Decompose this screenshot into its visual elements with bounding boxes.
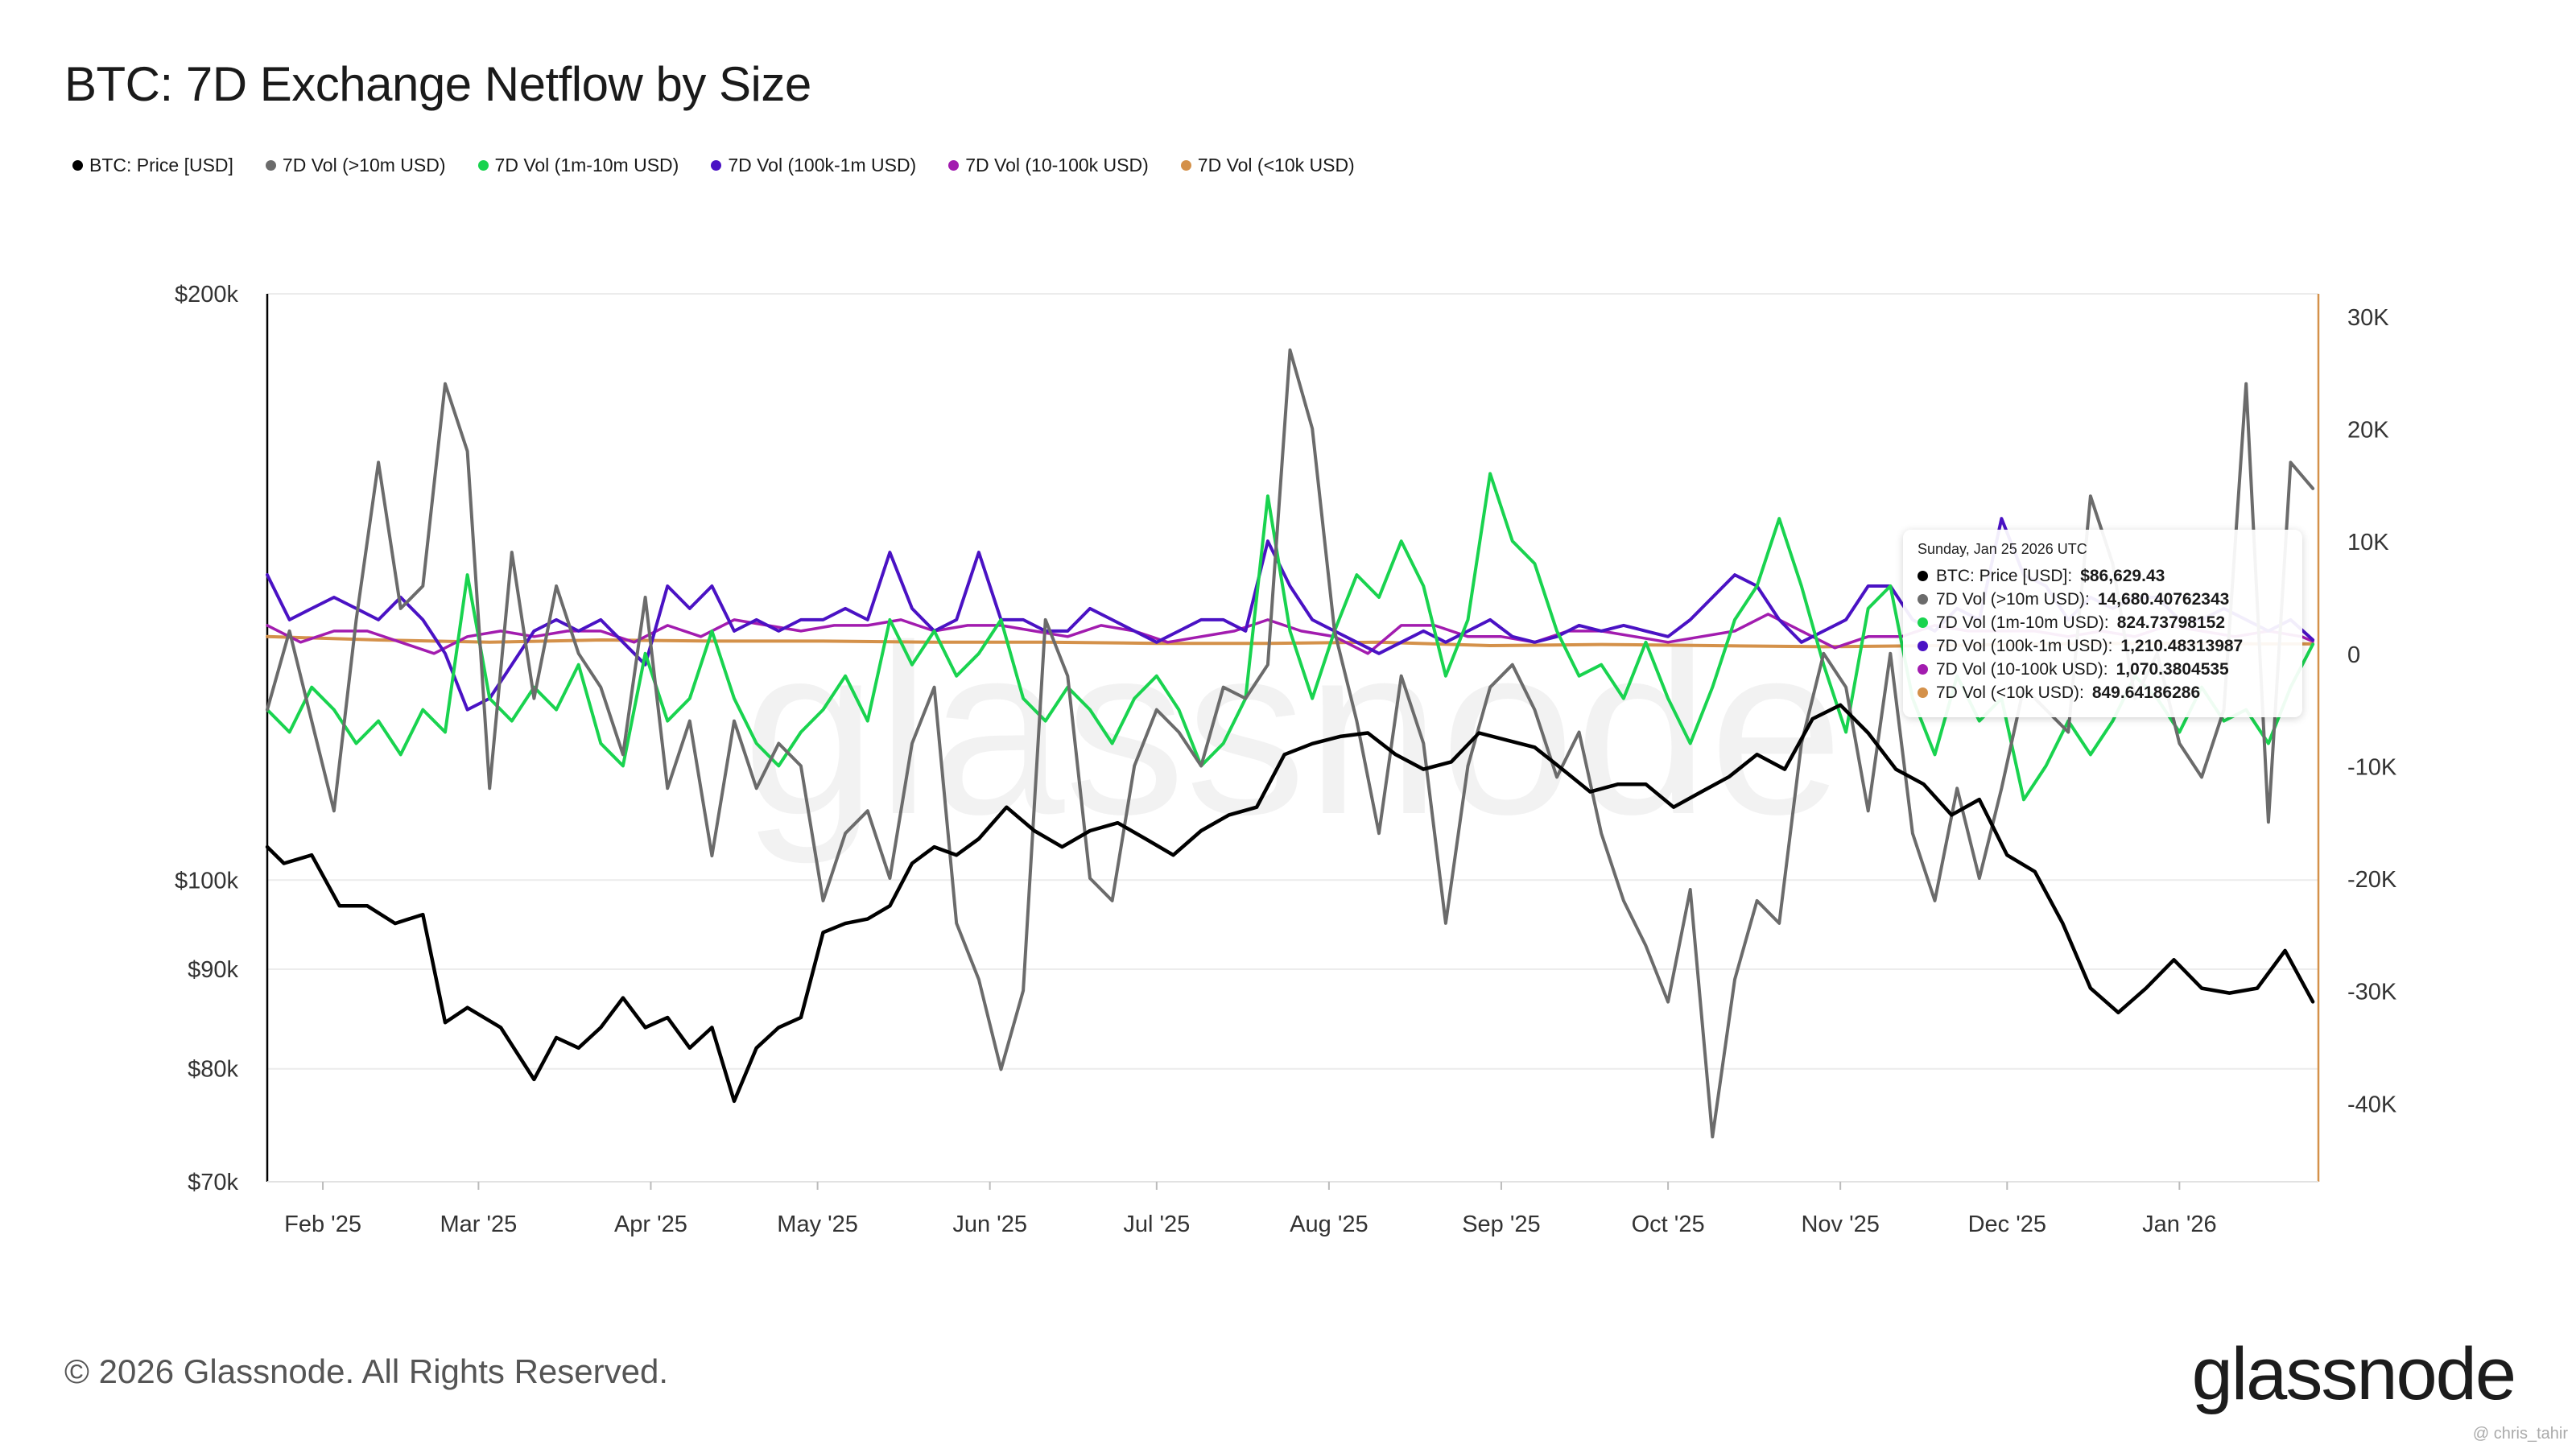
legend-item-vol-lt-10k[interactable]: 7D Vol (<10k USD): [1180, 155, 1355, 176]
tooltip-label: 7D Vol (100k-1m USD):: [1936, 637, 2113, 655]
x-tick-label: Sep '25: [1462, 1212, 1540, 1237]
x-tick-label: Mar '25: [440, 1212, 517, 1237]
y-tick-label-left: $90k: [188, 957, 238, 983]
tooltip-dot-icon: [1918, 594, 1928, 605]
tooltip-dot-icon: [1918, 687, 1928, 698]
tooltip-value: 824.73798152: [2116, 613, 2226, 632]
tooltip-label: 7D Vol (1m-10m USD):: [1936, 613, 2109, 632]
legend-dot-icon: [711, 160, 722, 171]
tooltip-dot-icon: [1918, 641, 1928, 651]
tooltip-row: 7D Vol (100k-1m USD): 1,210.48313987: [1918, 634, 2288, 658]
y-tick-label-left: $80k: [188, 1057, 238, 1083]
legend-dot-icon: [265, 160, 276, 171]
y-tick-label-left: $100k: [175, 868, 239, 894]
x-tick-label: Apr '25: [614, 1212, 687, 1237]
y-tick-label-left: $70k: [188, 1170, 238, 1195]
y-tick-label-right: -40K: [2347, 1092, 2397, 1117]
legend-dot-icon: [1180, 160, 1191, 171]
legend-label: 7D Vol (>10m USD): [282, 155, 446, 175]
tooltip-dot-icon: [1918, 664, 1928, 675]
tooltip-dot-icon: [1918, 617, 1928, 628]
x-tick-label: Nov '25: [1801, 1212, 1879, 1237]
tooltip-label: 7D Vol (>10m USD):: [1936, 590, 2090, 609]
y-tick-label-right: -20K: [2347, 867, 2397, 893]
tooltip-date: Sunday, Jan 25 2026 UTC: [1918, 541, 2087, 557]
x-tick-label: Jul '25: [1123, 1212, 1190, 1237]
tooltip-value: 14,680.40762343: [2097, 590, 2230, 609]
tooltip-label: 7D Vol (<10k USD):: [1936, 683, 2084, 702]
tooltip-row: 7D Vol (10-100k USD): 1,070.3804535: [1918, 658, 2288, 681]
legend-item-vol-1m-10m[interactable]: 7D Vol (1m-10m USD): [477, 155, 679, 176]
tooltip-row: 7D Vol (<10k USD): 849.64186286: [1918, 681, 2288, 704]
legend-label: BTC: Price [USD]: [89, 155, 233, 175]
x-tick-label: Oct '25: [1632, 1212, 1705, 1237]
tooltip-value: 1,070.3804535: [2116, 660, 2229, 679]
chart-title: BTC: 7D Exchange Netflow by Size: [64, 57, 811, 111]
x-tick-label: Dec '25: [1968, 1212, 2046, 1237]
legend-dot-icon: [477, 160, 489, 171]
glassnode-logo[interactable]: glassnode: [2191, 1333, 2516, 1415]
copyright-footer: © 2026 Glassnode. All Rights Reserved.: [64, 1352, 669, 1390]
x-tick-label: Jan '26: [2142, 1212, 2217, 1237]
y-tick-label-right: 30K: [2347, 305, 2389, 331]
x-tick-label: Feb '25: [284, 1212, 361, 1237]
hover-tooltip: Sunday, Jan 25 2026 UTC BTC: Price [USD]…: [1903, 530, 2302, 717]
x-tick-label: Aug '25: [1290, 1212, 1368, 1237]
legend: BTC: Price [USD] 7D Vol (>10m USD) 7D Vo…: [72, 155, 1355, 176]
series-line-vol-10m: [266, 348, 2315, 1139]
legend-dot-icon: [948, 160, 960, 171]
legend-item-vol-10k-100k[interactable]: 7D Vol (10-100k USD): [948, 155, 1149, 176]
legend-label: 7D Vol (<10k USD): [1197, 155, 1355, 175]
y-tick-label-right: -30K: [2347, 980, 2397, 1005]
x-tick-label: May '25: [777, 1212, 858, 1237]
legend-dot-icon: [72, 160, 83, 171]
author-credit: @ chris_tahir: [2472, 1425, 2568, 1443]
legend-label: 7D Vol (1m-10m USD): [494, 155, 679, 175]
tooltip-dot-icon: [1918, 571, 1928, 581]
x-tick-label: Jun '25: [952, 1212, 1027, 1237]
y-tick-label-right: 10K: [2347, 530, 2389, 555]
tooltip-value: 1,210.48313987: [2120, 637, 2244, 655]
tooltip-value: $86,629.43: [2080, 567, 2165, 585]
tooltip-value: 849.64186286: [2091, 683, 2201, 702]
legend-item-vol-100k-1m[interactable]: 7D Vol (100k-1m USD): [711, 155, 916, 176]
legend-label: 7D Vol (100k-1m USD): [728, 155, 917, 175]
legend-item-price[interactable]: BTC: Price [USD]: [72, 155, 233, 176]
tooltip-row: 7D Vol (>10m USD): 14,680.40762343: [1918, 588, 2288, 611]
tooltip-label: BTC: Price [USD]:: [1936, 567, 2073, 585]
y-tick-label-right: 0: [2347, 642, 2360, 668]
tooltip-row: 7D Vol (1m-10m USD): 824.73798152: [1918, 611, 2288, 634]
legend-item-vol-10m[interactable]: 7D Vol (>10m USD): [265, 155, 446, 176]
tooltip-label: 7D Vol (10-100k USD):: [1936, 660, 2108, 679]
tooltip-row: BTC: Price [USD]: $86,629.43: [1918, 564, 2288, 588]
y-tick-label-left: $200k: [175, 282, 239, 308]
legend-label: 7D Vol (10-100k USD): [965, 155, 1149, 175]
y-tick-label-right: -10K: [2347, 754, 2397, 780]
series-line-price: [265, 703, 2315, 1104]
y-tick-label-right: 20K: [2347, 418, 2389, 444]
